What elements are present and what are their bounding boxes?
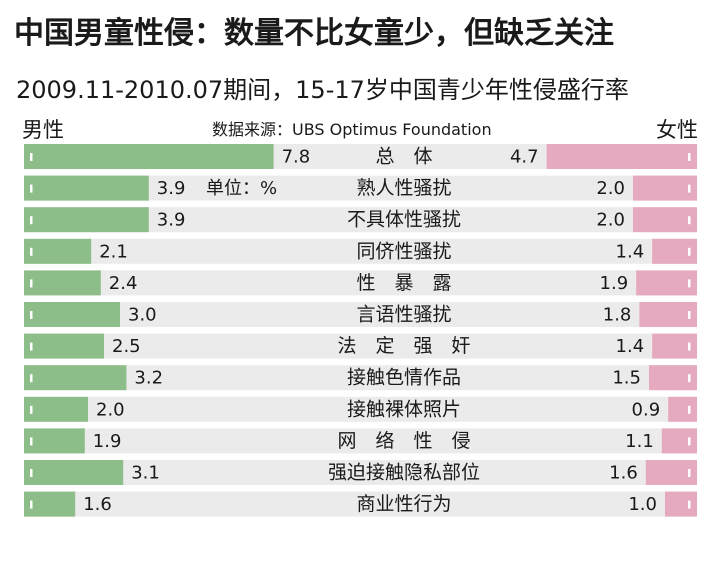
category-label: 总 体	[375, 146, 432, 168]
page-title: 中国男童性侵：数量不比女童少，但缺乏关注	[14, 16, 614, 51]
unit-note: 单位：%	[206, 178, 277, 199]
row-track	[24, 333, 697, 359]
male-bar-tick	[30, 216, 33, 225]
row-track	[24, 302, 697, 327]
male-value-label: 3.1	[131, 463, 160, 484]
female-bar	[633, 207, 697, 233]
female-bar-tick	[688, 500, 691, 509]
row-track	[24, 396, 697, 422]
male-bar	[24, 270, 101, 296]
female-value-label: 1.0	[628, 494, 657, 515]
female-bar	[639, 302, 697, 327]
male-bar	[24, 460, 124, 485]
male-bar	[24, 302, 120, 327]
male-bar	[24, 333, 104, 359]
male-bar-tick	[30, 405, 33, 414]
category-label: 商业性行为	[356, 493, 451, 515]
female-bar-tick	[688, 311, 691, 319]
male-bar	[24, 491, 76, 517]
female-series-label: 女性	[656, 118, 698, 142]
male-value-label: 2.5	[112, 336, 141, 357]
female-bar-tick	[688, 153, 691, 161]
male-value-label: 7.8	[282, 147, 311, 168]
female-value-label: 2.0	[596, 178, 625, 199]
female-bar	[668, 396, 697, 422]
category-label: 接触色情作品	[347, 367, 461, 389]
female-bar	[661, 428, 697, 454]
category-label: 强迫接触隐私部位	[328, 462, 480, 484]
row-track	[24, 460, 697, 485]
female-value-label: 2.0	[596, 210, 625, 231]
row-track	[24, 428, 697, 454]
male-value-label: 3.0	[128, 305, 157, 326]
male-bar	[24, 238, 92, 264]
male-bar	[24, 396, 88, 422]
female-bar-tick	[688, 469, 691, 477]
category-label: 网 络 性 侵	[337, 430, 470, 452]
male-bar-tick	[30, 500, 33, 509]
female-bar-tick	[688, 374, 691, 383]
female-value-label: 4.7	[510, 147, 539, 168]
row-track	[24, 238, 697, 264]
male-bar	[24, 144, 274, 169]
male-bar	[24, 428, 85, 454]
category-label: 性 暴 露	[356, 272, 451, 294]
male-value-label: 2.4	[109, 273, 138, 294]
male-bar	[24, 207, 149, 233]
category-label: 熟人性骚扰	[356, 177, 451, 199]
male-bar-tick	[30, 469, 33, 477]
female-bar-tick	[688, 216, 691, 225]
male-value-label: 2.0	[96, 399, 125, 420]
female-bar-tick	[688, 342, 691, 351]
female-bar-tick	[688, 405, 691, 414]
female-value-label: 1.5	[612, 368, 641, 389]
category-label: 接触裸体照片	[347, 398, 461, 420]
female-value-label: 1.6	[609, 463, 638, 484]
male-value-label: 2.1	[99, 241, 128, 262]
female-value-label: 1.1	[625, 431, 654, 452]
row-track	[24, 365, 697, 391]
data-source: 数据来源：UBS Optimus Foundation	[212, 120, 492, 139]
male-bar-tick	[30, 374, 33, 383]
chart-subtitle: 2009.11-2010.07期间，15-17岁中国青少年性侵盛行率	[16, 76, 629, 104]
male-bar-tick	[30, 311, 33, 319]
female-bar-tick	[688, 184, 691, 193]
female-value-label: 0.9	[632, 399, 661, 420]
male-bar-tick	[30, 153, 33, 161]
female-bar-tick	[688, 437, 691, 446]
female-bar-tick	[688, 279, 691, 288]
row-track	[24, 270, 697, 296]
male-value-label: 1.9	[93, 431, 122, 452]
category-label: 言语性骚扰	[356, 304, 451, 326]
female-bar	[665, 491, 697, 517]
male-bar-tick	[30, 437, 33, 446]
category-label: 不具体性骚扰	[347, 209, 461, 231]
female-value-label: 1.4	[616, 336, 645, 357]
male-bar	[24, 175, 149, 201]
female-bar	[546, 144, 697, 169]
male-value-label: 3.9	[157, 178, 186, 199]
female-value-label: 1.9	[600, 273, 629, 294]
male-value-label: 3.9	[157, 210, 186, 231]
female-bar	[636, 270, 697, 296]
male-value-label: 1.6	[83, 494, 112, 515]
male-value-label: 3.2	[134, 368, 163, 389]
male-bar-tick	[30, 247, 33, 256]
male-bar-tick	[30, 342, 33, 351]
male-bar-tick	[30, 184, 33, 193]
male-bar	[24, 365, 127, 391]
female-value-label: 1.4	[616, 241, 645, 262]
female-bar-tick	[688, 247, 691, 256]
category-label: 法 定 强 奸	[337, 335, 470, 357]
female-bar	[633, 175, 697, 201]
male-series-label: 男性	[22, 118, 64, 142]
category-label: 同侪性骚扰	[356, 240, 451, 262]
male-bar-tick	[30, 279, 33, 288]
female-value-label: 1.8	[603, 305, 632, 326]
row-track	[24, 491, 697, 517]
